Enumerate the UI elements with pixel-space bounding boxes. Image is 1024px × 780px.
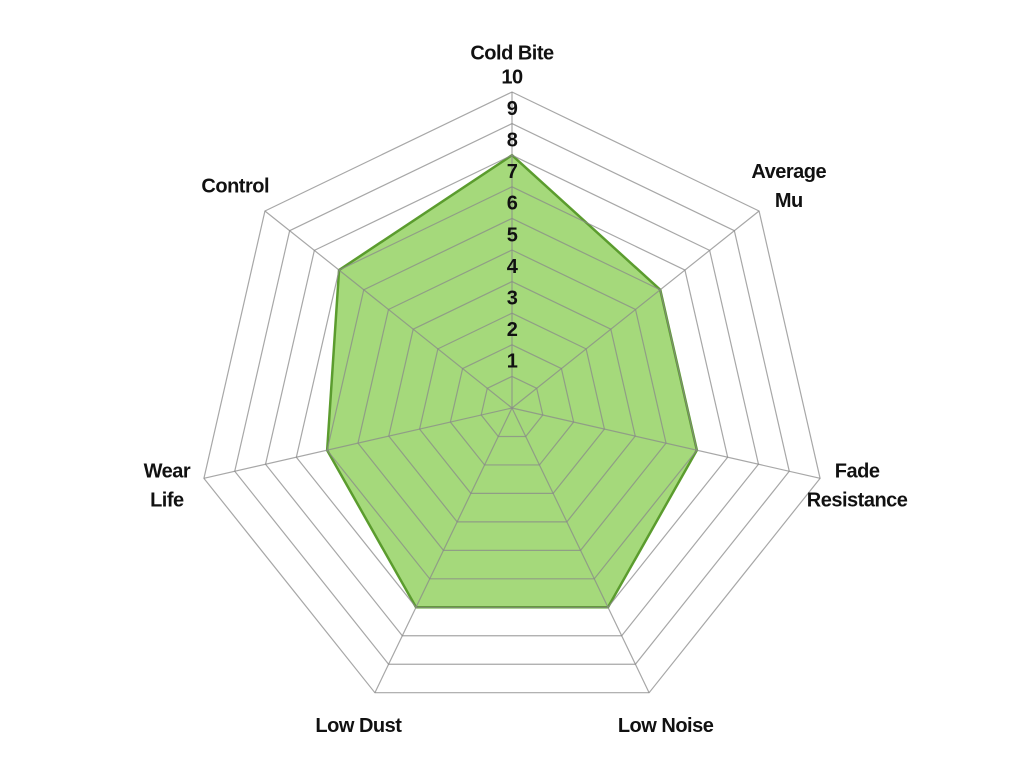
r-tick-label: 3 <box>507 287 518 309</box>
r-tick-label: 2 <box>507 319 518 341</box>
r-tick-label: 9 <box>507 98 518 120</box>
category-label: Wear <box>144 461 191 483</box>
r-tick-label: 7 <box>507 161 518 183</box>
grid-ring <box>388 280 636 523</box>
r-tick-label: 8 <box>507 129 518 151</box>
category-label: Resistance <box>807 490 908 512</box>
r-tick-label: 4 <box>507 256 519 278</box>
spoke <box>264 210 513 409</box>
r-tick-label: 10 <box>501 66 523 88</box>
category-label: Average <box>751 161 826 183</box>
category-label: Low Dust <box>315 715 402 737</box>
spoke <box>511 210 760 409</box>
spoke <box>511 407 821 479</box>
category-label: Cold Bite <box>470 42 554 64</box>
category-label: Fade <box>835 461 880 483</box>
spoke <box>203 407 513 479</box>
category-label: Low Noise <box>618 715 714 737</box>
category-label: Mu <box>775 190 803 212</box>
r-tick-label: 5 <box>507 224 518 246</box>
grid-ring <box>264 154 760 637</box>
grid-ring <box>326 217 698 580</box>
r-tick-label: 1 <box>507 351 518 373</box>
r-tick-label: 6 <box>507 193 518 215</box>
grid-ring <box>357 249 667 551</box>
spoke <box>511 407 650 693</box>
grid-ring <box>295 186 729 608</box>
grid-ring <box>418 312 606 495</box>
grid-ring <box>234 122 790 665</box>
grid-ring <box>203 91 821 694</box>
grid-ring <box>480 375 544 438</box>
category-label: Life <box>150 490 184 512</box>
grid-ring <box>449 344 575 466</box>
spoke <box>374 407 513 693</box>
category-label: Control <box>201 176 269 198</box>
